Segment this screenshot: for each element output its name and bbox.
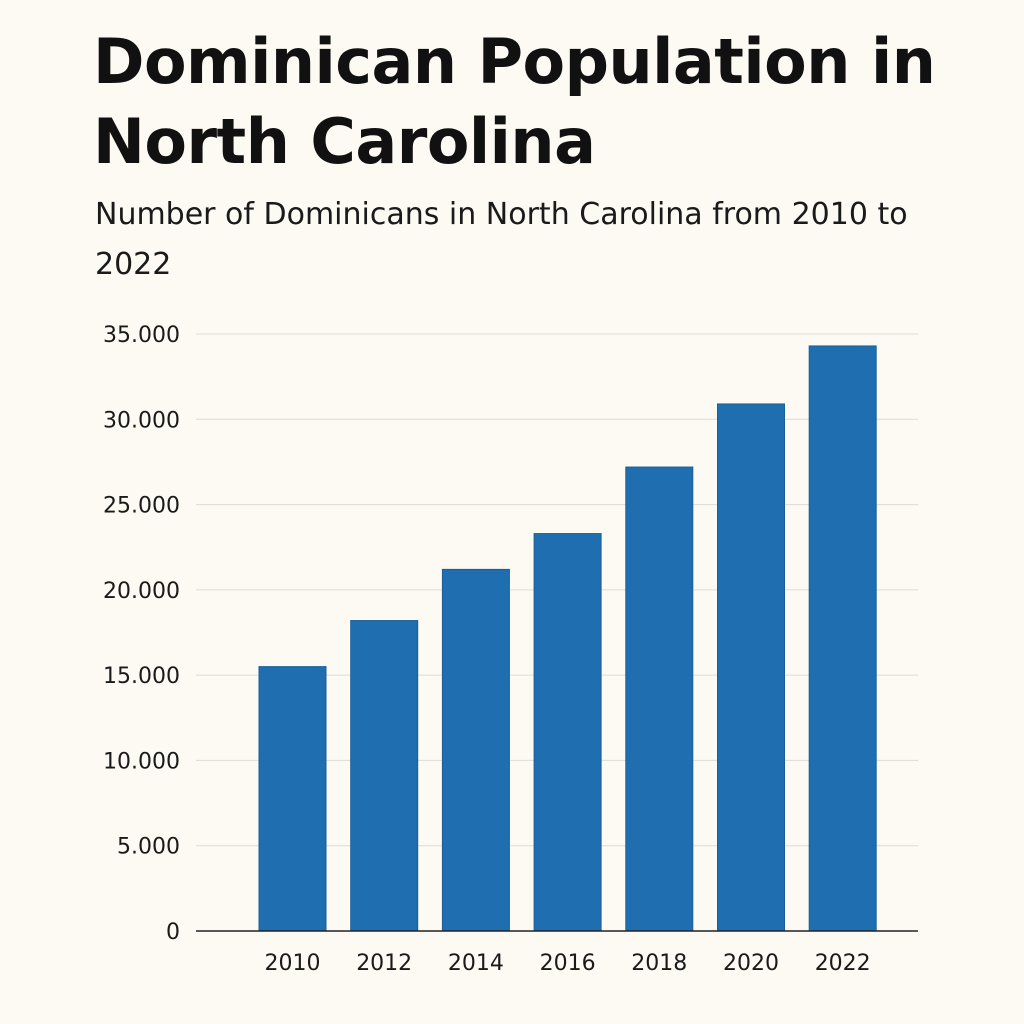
chart-subtitle: Number of Dominicans in North Carolina f… — [95, 197, 908, 282]
bar-2018 — [625, 466, 694, 932]
y-tick-label: 15.000 — [103, 664, 180, 689]
bar-2010 — [258, 666, 327, 932]
bar-2022 — [808, 345, 877, 932]
y-tick-label: 10.000 — [103, 749, 180, 774]
bar-2012 — [350, 620, 419, 932]
bar-2014 — [441, 568, 510, 932]
y-tick-label: 20.000 — [103, 579, 180, 604]
chart-title: Dominican Population in North Carolina — [93, 25, 936, 178]
x-axis-ticks: 2010 2012 2014 2016 2018 2020 2022 — [265, 951, 871, 976]
x-tick-label: 2022 — [815, 951, 871, 976]
x-tick-label: 2016 — [540, 951, 596, 976]
x-tick-label: 2020 — [723, 951, 779, 976]
bar-2020 — [717, 403, 785, 932]
x-tick-label: 2012 — [356, 951, 412, 976]
y-tick-label: 25.000 — [103, 494, 180, 519]
x-tick-label: 2018 — [631, 951, 687, 976]
x-tick-label: 2010 — [265, 951, 321, 976]
bar-2016 — [533, 533, 602, 932]
x-tick-label: 2014 — [448, 951, 504, 976]
y-tick-label: 30.000 — [103, 408, 180, 433]
y-tick-label: 35.000 — [103, 323, 180, 348]
y-axis-ticks: 0 5.000 10.000 15.000 20.000 25.000 30.000 35.0… — [103, 323, 180, 945]
y-tick-label: 5.000 — [117, 835, 180, 860]
y-tick-label: 0 — [166, 920, 180, 945]
bars — [258, 345, 877, 932]
